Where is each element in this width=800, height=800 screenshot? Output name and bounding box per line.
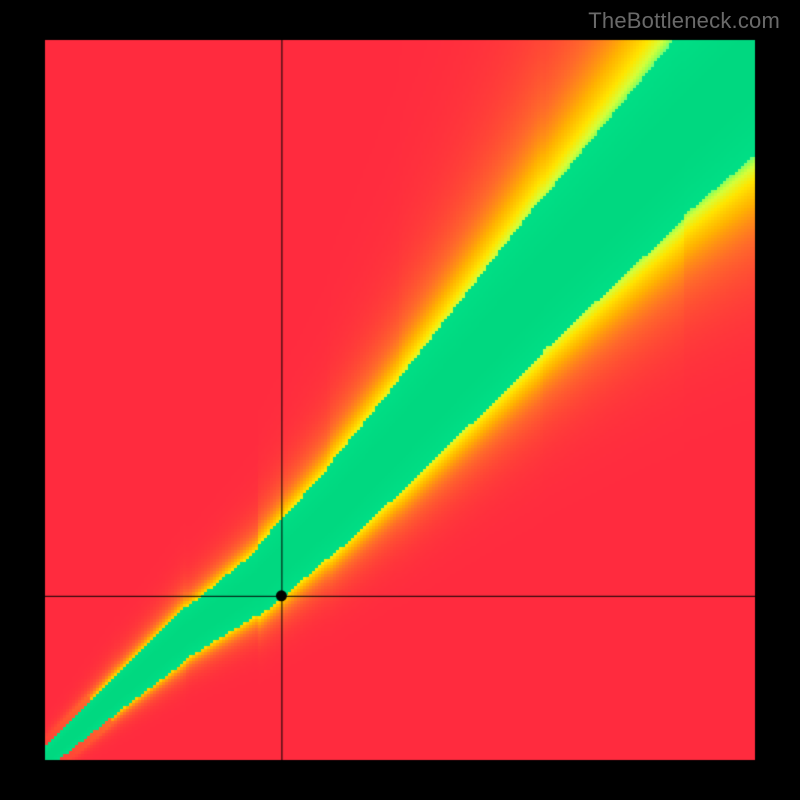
chart-root: TheBottleneck.com [0,0,800,800]
watermark-text: TheBottleneck.com [588,8,780,34]
bottleneck-heatmap-canvas [0,0,800,800]
